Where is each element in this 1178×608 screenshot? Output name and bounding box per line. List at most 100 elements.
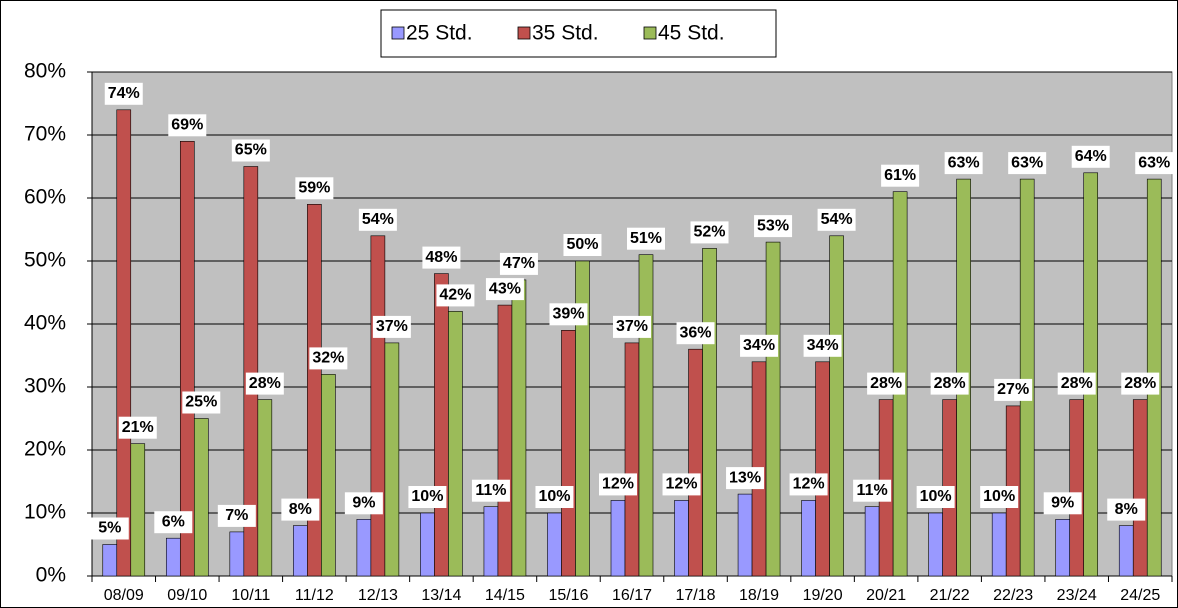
- bar: [829, 235, 844, 577]
- y-tick-label: 30%: [24, 375, 66, 398]
- data-label: 50%: [566, 236, 598, 253]
- data-label: 53%: [757, 217, 789, 234]
- x-tick-label: 14/15: [485, 587, 525, 604]
- data-label: 42%: [439, 287, 471, 304]
- bar: [1019, 178, 1035, 577]
- data-label-box: [1043, 492, 1082, 515]
- x-tick-label: 08/09: [104, 587, 144, 604]
- y-tick-label: 60%: [24, 186, 66, 209]
- x-tick-label: 23/24: [1057, 587, 1097, 604]
- y-tick-label: 70%: [24, 123, 66, 146]
- data-label-box: [803, 334, 842, 357]
- data-label-box: [372, 315, 411, 338]
- data-label-box: [549, 303, 588, 326]
- bar: [688, 348, 703, 577]
- data-label-box: [344, 492, 383, 515]
- bar: [1069, 399, 1085, 577]
- data-label: 12%: [602, 476, 634, 493]
- data-label-box: [754, 215, 793, 238]
- data-label: 43%: [489, 280, 521, 297]
- data-label: 9%: [1051, 495, 1074, 512]
- data-label-box: [853, 479, 892, 502]
- data-label-box: [90, 517, 129, 540]
- bar: [229, 531, 245, 577]
- bar: [321, 374, 336, 577]
- data-label-box: [1008, 152, 1047, 175]
- data-label: 74%: [108, 85, 140, 102]
- bar: [243, 166, 259, 577]
- bar: [165, 537, 181, 577]
- data-label: 51%: [630, 230, 662, 247]
- legend-label: 45 Std.: [658, 22, 725, 45]
- data-label: 13%: [729, 469, 761, 486]
- x-tick-label: 18/19: [739, 587, 779, 604]
- data-label: 64%: [1075, 148, 1107, 165]
- x-tick-label: 10/11: [231, 587, 270, 604]
- data-label-box: [471, 479, 510, 502]
- x-tick-label: 11/12: [295, 587, 334, 604]
- data-label-box: [499, 252, 538, 275]
- bar: [116, 109, 132, 577]
- x-tick-label: 09/10: [167, 587, 207, 604]
- data-label: 63%: [948, 154, 980, 171]
- data-label-box: [867, 372, 906, 395]
- data-label-box: [740, 334, 779, 357]
- data-label: 48%: [425, 249, 457, 266]
- bar: [737, 493, 753, 577]
- y-tick-label: 40%: [24, 312, 66, 335]
- data-label: 63%: [1138, 154, 1170, 171]
- legend-swatch: [517, 26, 531, 40]
- data-label: 65%: [235, 142, 267, 159]
- bar: [1118, 525, 1134, 577]
- bar: [102, 544, 118, 577]
- data-label: 32%: [312, 350, 344, 367]
- data-label: 34%: [807, 337, 839, 354]
- bar: [864, 506, 880, 577]
- data-label: 36%: [680, 324, 712, 341]
- data-label: 8%: [289, 501, 312, 518]
- data-label: 28%: [934, 375, 966, 392]
- data-label-box: [599, 473, 637, 496]
- data-label-box: [690, 221, 729, 244]
- data-label: 12%: [793, 476, 825, 493]
- data-label-box: [295, 177, 334, 200]
- data-label-box: [789, 473, 828, 496]
- bar: [420, 512, 435, 577]
- x-tick-label: 15/16: [548, 587, 588, 604]
- data-label: 8%: [1115, 501, 1138, 518]
- bar: [448, 311, 463, 577]
- data-label: 10%: [983, 488, 1015, 505]
- data-label: 52%: [694, 224, 726, 241]
- data-label-box: [1071, 145, 1110, 168]
- data-label-box: [930, 372, 969, 395]
- data-label: 6%: [162, 513, 185, 530]
- data-label-box: [1057, 372, 1096, 395]
- bar: [674, 500, 689, 577]
- x-tick-label: 24/25: [1120, 587, 1160, 604]
- data-label: 10%: [920, 488, 952, 505]
- legend-swatch: [643, 26, 657, 40]
- data-label-box: [358, 208, 397, 231]
- data-label: 47%: [503, 255, 535, 272]
- bar: [702, 248, 717, 577]
- data-label-box: [881, 164, 920, 187]
- data-label-box: [627, 227, 665, 250]
- bar: [575, 260, 590, 577]
- data-label-box: [485, 278, 524, 301]
- data-label-box: [980, 486, 1019, 508]
- legend-label: 25 Std.: [406, 22, 473, 45]
- data-label: 59%: [298, 180, 330, 197]
- data-label: 34%: [743, 337, 775, 354]
- x-tick-label: 17/18: [676, 587, 716, 604]
- data-label: 7%: [225, 507, 248, 524]
- data-label-box: [1135, 152, 1174, 175]
- x-tick-label: 19/20: [803, 587, 843, 604]
- data-label-box: [408, 486, 447, 508]
- data-label-box: [245, 372, 284, 395]
- bar: [511, 279, 527, 577]
- y-tick-label: 0%: [36, 564, 66, 587]
- data-label-box: [817, 208, 856, 231]
- data-label: 11%: [857, 482, 888, 499]
- data-label-box: [1107, 498, 1146, 521]
